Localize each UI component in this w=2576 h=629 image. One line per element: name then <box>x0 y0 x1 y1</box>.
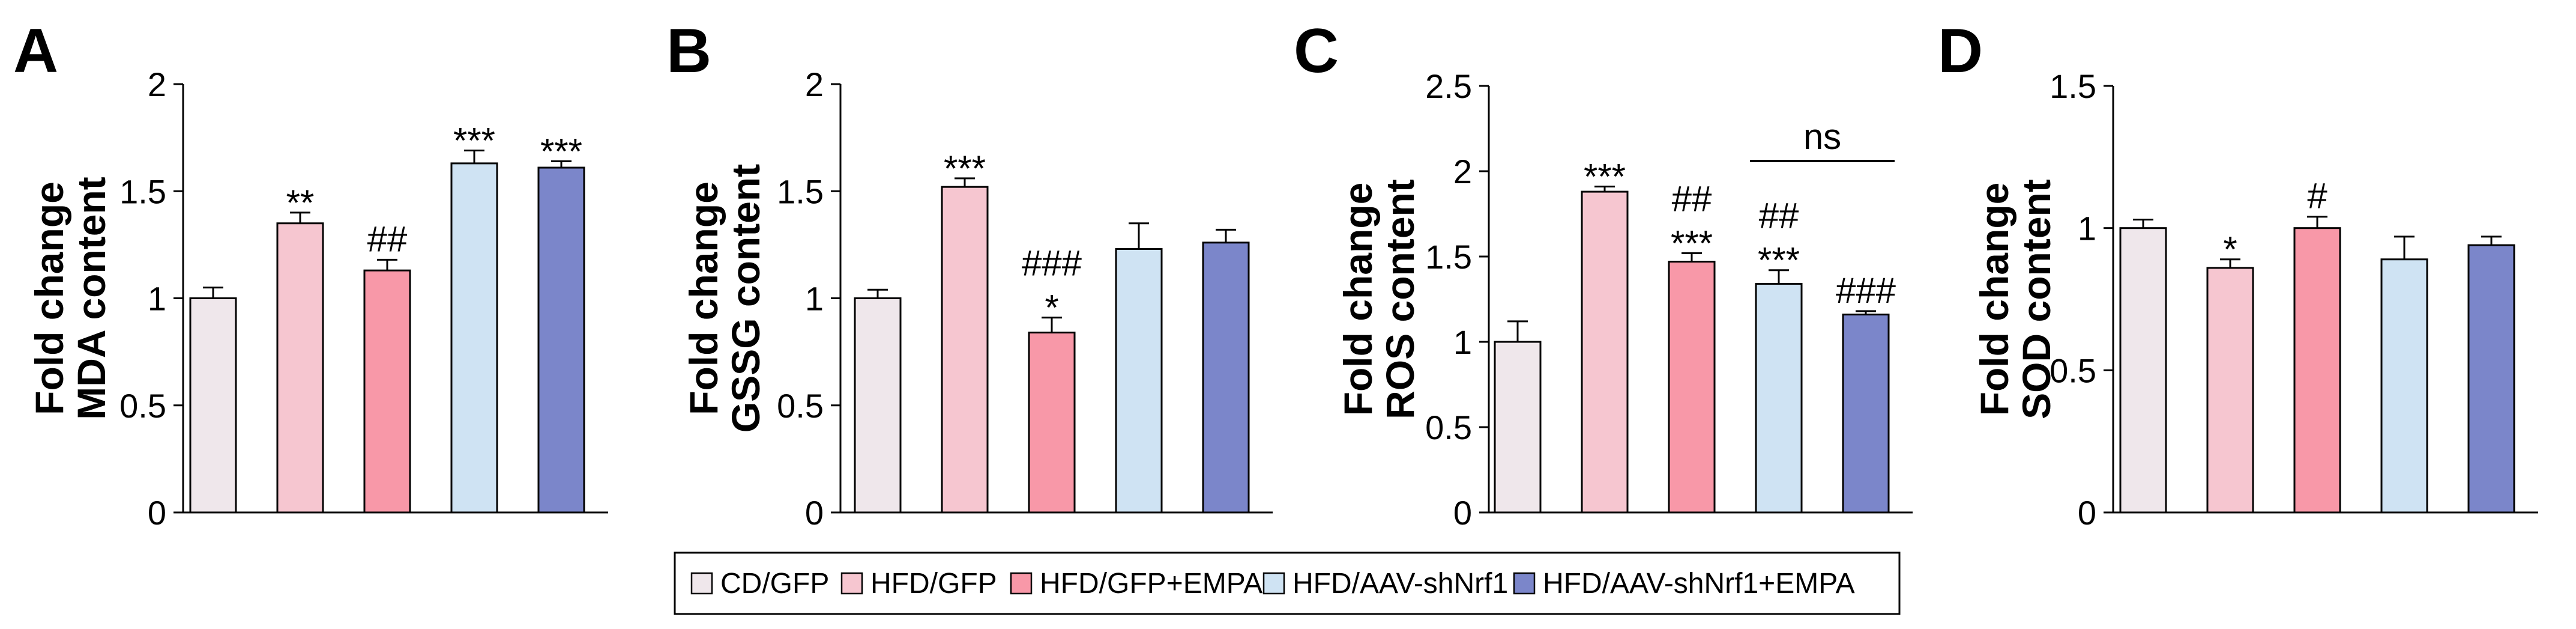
y-tick-label: 0.5 <box>777 387 824 425</box>
significance-label: *** <box>944 148 986 189</box>
y-tick-label: 0.5 <box>119 387 166 425</box>
significance-label: *** <box>1584 157 1626 197</box>
bar-2 <box>2206 267 2254 514</box>
bar-5 <box>1842 314 1890 514</box>
legend-swatch <box>840 572 863 595</box>
legend-label: HFD/GFP <box>870 568 997 600</box>
significance-label: *** <box>453 121 495 161</box>
legend-swatch <box>1010 572 1033 595</box>
y-axis-label-line1: Fold change <box>1336 183 1380 416</box>
bar-1 <box>1494 341 1542 514</box>
significance-label: *** <box>1671 223 1713 263</box>
legend-swatch <box>1262 572 1285 595</box>
y-axis-label-line2: SOD content <box>2014 179 2059 419</box>
y-tick-label: 2 <box>805 65 824 103</box>
legend-label: HFD/AAV-shNrf1 <box>1293 568 1508 600</box>
significance-label: * <box>1045 288 1058 328</box>
legend-label: HFD/GFP+EMPA <box>1040 568 1262 600</box>
bar-3 <box>1028 332 1076 514</box>
y-tick-label: 1 <box>1453 323 1472 361</box>
bar-4 <box>1755 282 1803 514</box>
y-tick-label: 0.5 <box>2050 351 2096 389</box>
y-tick-label: 2.5 <box>1425 67 1472 105</box>
bar-3 <box>2293 227 2341 514</box>
y-tick-label: 0 <box>1453 494 1472 532</box>
y-tick-label: 1.5 <box>2050 67 2096 105</box>
bar-3 <box>363 269 411 514</box>
significance-label: ## <box>367 219 408 259</box>
legend: CD/GFP HFD/GFP HFD/GFP+EMPA HFD/AAV-shNrf1 H… <box>674 552 1901 615</box>
bar-1 <box>2119 227 2167 514</box>
bar-4 <box>450 162 498 514</box>
significance-label: ## <box>1759 196 1799 236</box>
bar-4 <box>2380 258 2428 514</box>
bar-1 <box>189 297 237 514</box>
bar-3 <box>1668 261 1716 514</box>
significance-label: *** <box>1758 240 1800 281</box>
y-tick-label: 1 <box>2078 210 2096 248</box>
y-axis-label-line2: ROS content <box>1378 179 1422 419</box>
significance-label: ** <box>286 183 315 223</box>
legend-label: HFD/AAV-shNrf1+EMPA <box>1543 568 1855 600</box>
legend-swatch <box>690 572 713 595</box>
significance-label: * <box>2223 229 2237 270</box>
y-tick-label: 0.5 <box>1425 409 1472 446</box>
bar-2 <box>1581 190 1629 514</box>
y-tick-label: 1 <box>805 280 824 318</box>
y-tick-label: 1.5 <box>119 172 166 210</box>
y-tick-label: 2 <box>148 65 166 103</box>
y-tick-label: 0 <box>2078 494 2096 532</box>
y-axis-label-line1: Fold change <box>1972 183 2016 416</box>
panel-letter: B <box>666 16 711 86</box>
significance-label: ### <box>1022 243 1082 284</box>
y-tick-label: 1 <box>148 280 166 318</box>
significance-label: ### <box>1836 270 1896 311</box>
bar-4 <box>1115 248 1163 514</box>
y-tick-label: 1.5 <box>777 172 824 210</box>
bar-5 <box>1202 242 1250 514</box>
significance-label: # <box>2307 176 2327 216</box>
bar-1 <box>854 297 902 514</box>
bar-2 <box>276 222 324 514</box>
y-axis-label-line2: MDA content <box>69 177 113 420</box>
comparison-label: ns <box>1803 117 1841 157</box>
significance-label: *** <box>540 131 582 171</box>
bar-5 <box>2467 244 2515 514</box>
legend-label: CD/GFP <box>720 568 829 600</box>
panel-letter: C <box>1294 16 1339 86</box>
y-tick-label: 1.5 <box>1425 238 1472 276</box>
y-axis-label-line2: GSSG content <box>723 164 768 433</box>
bar-5 <box>537 166 585 514</box>
y-axis-label-line1: Fold change <box>27 181 71 415</box>
y-tick-label: 0 <box>805 494 824 532</box>
legend-swatch <box>1513 572 1536 595</box>
y-axis-label-line1: Fold change <box>681 181 726 415</box>
bar-2 <box>941 186 989 514</box>
legend-box <box>674 552 1901 615</box>
y-tick-label: 2 <box>1453 153 1472 190</box>
panel-letter: D <box>1938 16 1983 86</box>
significance-label: ## <box>1672 178 1712 219</box>
y-tick-label: 0 <box>148 494 166 532</box>
panel-letter: A <box>13 16 58 86</box>
